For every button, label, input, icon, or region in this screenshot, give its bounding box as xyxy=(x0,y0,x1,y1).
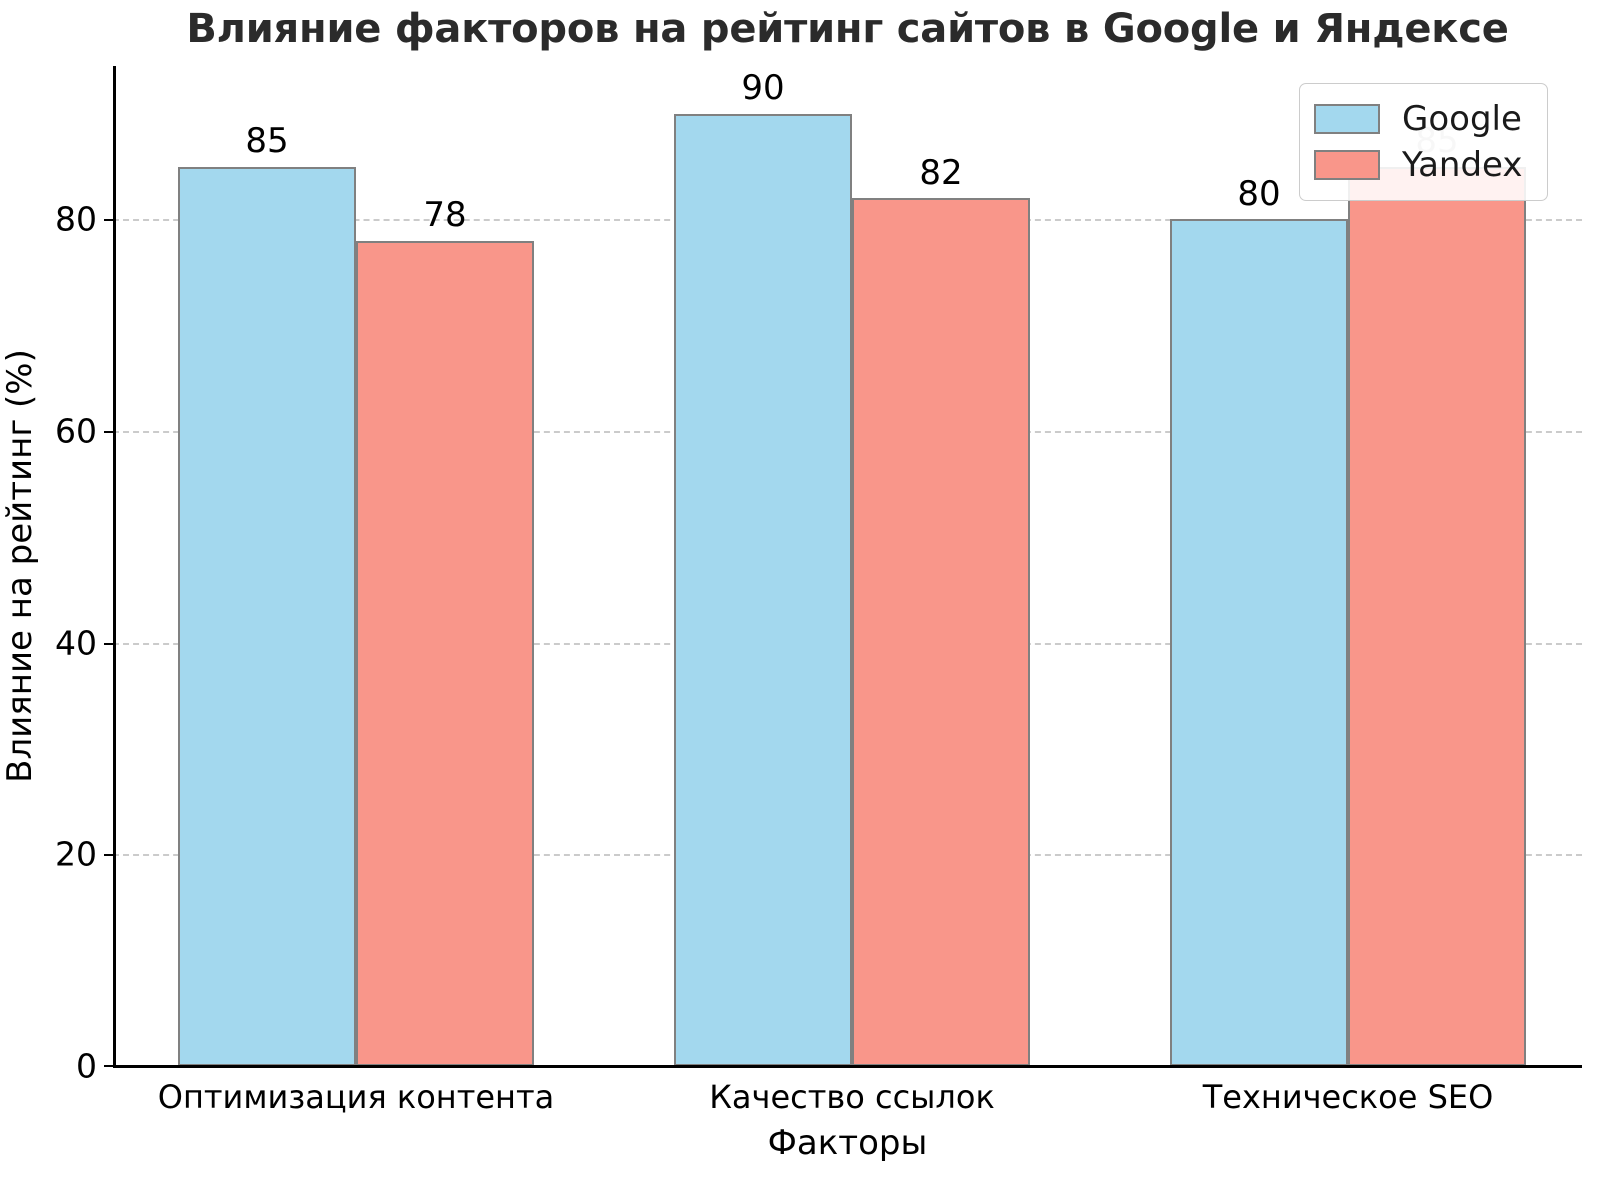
bar-yandex-2[interactable] xyxy=(1348,166,1526,1066)
ytick-label-80: 80 xyxy=(55,199,97,239)
ytick-label-0: 0 xyxy=(76,1046,97,1086)
ytick-mark-20 xyxy=(104,854,113,857)
bar-yandex-0[interactable] xyxy=(356,240,534,1066)
bar-value-yandex-1: 82 xyxy=(919,153,963,193)
legend-label-yandex: Yandex xyxy=(1402,145,1523,185)
bar-google-0[interactable] xyxy=(178,166,356,1066)
x-axis-spine xyxy=(113,1065,1582,1068)
ytick-mark-0 xyxy=(104,1065,113,1067)
y-axis-spine xyxy=(113,66,116,1068)
bar-yandex-1[interactable] xyxy=(852,198,1030,1066)
legend-swatch-google xyxy=(1314,104,1380,134)
chart-title: Влияние факторов на рейтинг сайтов в Goo… xyxy=(186,6,1509,52)
bar-google-2[interactable] xyxy=(1170,219,1348,1066)
bar-value-google-2: 80 xyxy=(1237,174,1281,214)
ytick-mark-40 xyxy=(104,642,113,645)
legend-item-yandex[interactable]: Yandex xyxy=(1314,142,1533,188)
xtick-label-1: Качество ссылок xyxy=(709,1078,995,1116)
plot-area: 0 20 40 60 80 85 78 90 82 80 85 xyxy=(55,66,1582,1086)
ytick-label-40: 40 xyxy=(55,623,97,663)
bar-value-google-0: 85 xyxy=(245,121,289,161)
ytick-mark-60 xyxy=(104,431,113,434)
x-axis-title: Факторы xyxy=(767,1123,928,1163)
ytick-label-20: 20 xyxy=(55,834,97,874)
ytick-label-60: 60 xyxy=(55,411,97,451)
xtick-label-2: Техническое SEO xyxy=(1202,1078,1494,1116)
chart-legend[interactable]: Google Yandex xyxy=(1299,83,1548,201)
bar-google-1[interactable] xyxy=(674,113,852,1066)
bar-value-yandex-0: 78 xyxy=(423,195,467,235)
legend-label-google: Google xyxy=(1402,99,1522,139)
y-axis-title: Влияние на рейтинг (%) xyxy=(0,349,40,783)
xtick-label-0: Оптимизация контента xyxy=(157,1078,555,1116)
ytick-mark-80 xyxy=(104,219,113,222)
bar-value-google-1: 90 xyxy=(741,68,785,108)
legend-swatch-yandex xyxy=(1314,150,1380,180)
legend-item-google[interactable]: Google xyxy=(1314,96,1533,142)
